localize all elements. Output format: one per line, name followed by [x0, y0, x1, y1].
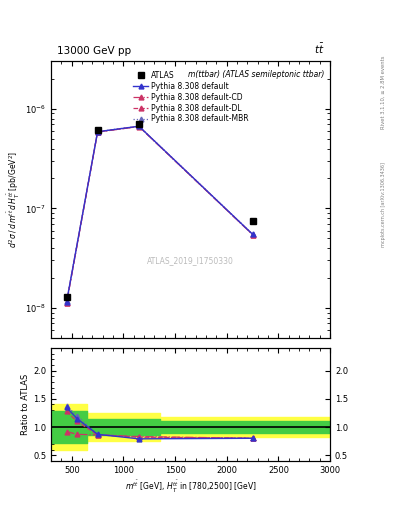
Pythia 8.308 default-DL: [95, 129, 100, 135]
ATLAS: [137, 121, 141, 127]
Pythia 8.308 default-CD: [137, 123, 141, 130]
Pythia 8.308 default-CD: [250, 231, 255, 238]
Text: $t\bar{t}$: $t\bar{t}$: [314, 42, 325, 56]
Text: m(ttbar) (ATLAS semileptonic ttbar): m(ttbar) (ATLAS semileptonic ttbar): [188, 70, 325, 79]
Pythia 8.308 default: [95, 129, 100, 135]
Pythia 8.308 default-CD: [95, 129, 100, 135]
Y-axis label: $d^2\sigma\,/\,d\,m^{t\bar{t}}\,d\,H_T^{t\bar{t}}$ [pb/GeV$^2$]: $d^2\sigma\,/\,d\,m^{t\bar{t}}\,d\,H_T^{…: [6, 151, 22, 248]
Pythia 8.308 default: [64, 299, 69, 305]
Pythia 8.308 default-CD: [64, 300, 69, 306]
Pythia 8.308 default: [250, 231, 255, 238]
ATLAS: [95, 126, 100, 133]
Pythia 8.308 default-MBR: [137, 123, 141, 129]
ATLAS: [64, 293, 69, 300]
Line: Pythia 8.308 default-MBR: Pythia 8.308 default-MBR: [64, 124, 255, 304]
Pythia 8.308 default: [137, 123, 141, 130]
Pythia 8.308 default-DL: [137, 123, 141, 130]
Line: Pythia 8.308 default-CD: Pythia 8.308 default-CD: [64, 124, 255, 306]
Pythia 8.308 default-MBR: [64, 298, 69, 304]
Text: Rivet 3.1.10, ≥ 2.8M events: Rivet 3.1.10, ≥ 2.8M events: [381, 55, 386, 129]
Line: Pythia 8.308 default: Pythia 8.308 default: [64, 124, 255, 304]
X-axis label: $m^{t\bar{t}}$ [GeV], $H_T^{t\bar{t}}$ in [780,2500] [GeV]: $m^{t\bar{t}}$ [GeV], $H_T^{t\bar{t}}$ i…: [125, 479, 257, 495]
Pythia 8.308 default-MBR: [95, 129, 100, 135]
Legend: ATLAS, Pythia 8.308 default, Pythia 8.308 default-CD, Pythia 8.308 default-DL, P: ATLAS, Pythia 8.308 default, Pythia 8.30…: [133, 71, 249, 123]
Pythia 8.308 default-MBR: [250, 231, 255, 237]
ATLAS: [250, 218, 255, 224]
Line: Pythia 8.308 default-DL: Pythia 8.308 default-DL: [64, 124, 255, 305]
Text: mcplots.cern.ch [arXiv:1306.3436]: mcplots.cern.ch [arXiv:1306.3436]: [381, 162, 386, 247]
Text: ATLAS_2019_I1750330: ATLAS_2019_I1750330: [147, 256, 234, 265]
Pythia 8.308 default-DL: [64, 300, 69, 306]
Text: 13000 GeV pp: 13000 GeV pp: [57, 46, 131, 56]
Y-axis label: Ratio to ATLAS: Ratio to ATLAS: [21, 374, 30, 435]
Pythia 8.308 default-DL: [250, 231, 255, 238]
Line: ATLAS: ATLAS: [63, 121, 256, 300]
